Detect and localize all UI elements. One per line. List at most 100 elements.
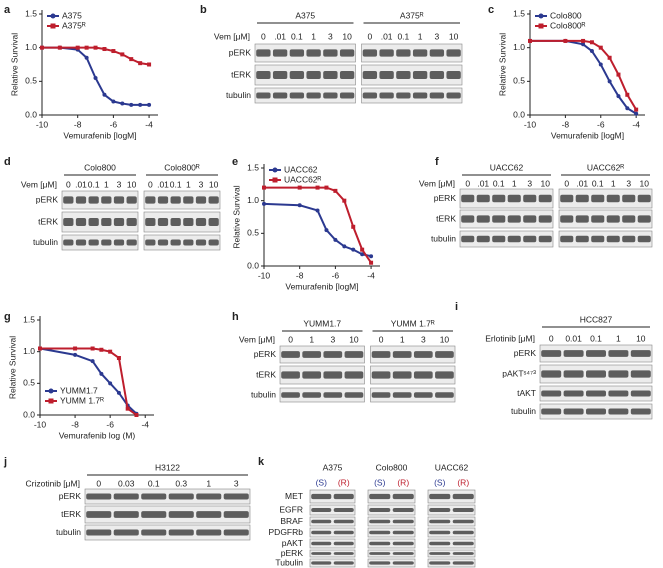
band (369, 493, 391, 500)
band (560, 235, 574, 243)
lane-label: .01 (274, 31, 286, 41)
lane-label: 10 (209, 179, 219, 189)
band (113, 218, 125, 226)
blot-frame (309, 489, 356, 504)
point (102, 47, 107, 52)
band (306, 49, 321, 57)
blot-frame (143, 234, 221, 251)
band (538, 235, 552, 243)
band (323, 49, 338, 57)
panel-letter: h (232, 311, 239, 323)
band (126, 218, 137, 226)
lane-label: 0.1 (88, 179, 100, 189)
band (113, 511, 139, 518)
blot-frame (143, 190, 221, 210)
lane-label: 3 (117, 179, 122, 189)
treatment-label: Crizotinib [μM] (26, 478, 81, 488)
row-label: pERK (254, 349, 277, 359)
lane-label: 0 (549, 333, 554, 343)
band (429, 508, 451, 512)
band (86, 493, 112, 500)
band (563, 408, 584, 415)
group-label: YUMM1.7 (303, 318, 341, 328)
band (412, 49, 428, 57)
lane-label: 10 (127, 179, 137, 189)
x-tick-label: -6 (106, 419, 114, 429)
lane-label: 10 (349, 334, 359, 344)
point (57, 45, 62, 50)
band (145, 218, 156, 226)
band (591, 194, 605, 203)
y-axis-label: Relative Survival (7, 336, 17, 399)
blot-frame (309, 504, 356, 516)
band (523, 194, 537, 203)
point (333, 237, 338, 242)
band (560, 215, 574, 223)
legend-label: Colo800ᴿ (550, 20, 586, 30)
row-label: tAKT (517, 388, 536, 398)
blot-frame (427, 516, 476, 527)
band (362, 92, 378, 99)
blot-frame (279, 345, 365, 364)
blot-frame (367, 516, 416, 527)
band (333, 541, 354, 546)
x-tick-label: -4 (632, 119, 640, 129)
blot-frame (61, 211, 139, 233)
band (608, 350, 629, 357)
band (538, 194, 552, 203)
band (183, 196, 194, 204)
band (196, 529, 222, 536)
group-label: Colo800 (84, 162, 116, 172)
y-tick-label: 0.0 (247, 260, 259, 270)
y-tick-label: 0.0 (23, 409, 35, 419)
band (608, 390, 629, 397)
band (560, 194, 574, 203)
band (575, 215, 589, 223)
point (528, 38, 532, 43)
point (84, 45, 89, 50)
band (523, 235, 537, 243)
y-tick-label: 1.0 (513, 42, 525, 52)
band (333, 552, 354, 555)
y-axis-label: Relative Survival (9, 33, 19, 96)
band (339, 71, 355, 79)
point (607, 79, 612, 84)
row-label: tERK (38, 216, 58, 226)
blot-frame (558, 230, 653, 248)
y-tick-label: 0.5 (25, 76, 37, 86)
fit-line (42, 46, 150, 66)
legend-label: YUMM1.7 (60, 385, 98, 395)
blot-frame (367, 558, 416, 568)
row-label: Tubulin (275, 557, 303, 567)
band (369, 530, 391, 535)
point (315, 185, 320, 190)
band (311, 530, 332, 535)
band (476, 215, 490, 223)
y-tick-label: 1.0 (23, 346, 35, 356)
blot-frame (367, 504, 416, 516)
band (392, 508, 414, 512)
lane-label: .01 (157, 179, 169, 189)
band (369, 541, 391, 546)
band (362, 71, 378, 79)
band (170, 239, 181, 246)
point (607, 55, 612, 60)
band (429, 530, 451, 535)
blot-frame (254, 64, 356, 86)
lane-label: 0 (148, 179, 153, 189)
band (507, 235, 521, 243)
row-label: EGFR (279, 504, 303, 514)
band (541, 408, 562, 415)
lane-label: 0 (465, 178, 470, 188)
blot-frame (427, 538, 476, 549)
blot-frame (361, 87, 463, 104)
point (598, 62, 603, 67)
band (311, 519, 332, 524)
treatment-label: Vem [μM] (239, 334, 275, 344)
group-label: Colo800 (376, 462, 408, 472)
point (111, 49, 116, 54)
band (591, 235, 605, 243)
panel-letter: j (3, 456, 7, 468)
point (125, 406, 130, 411)
band (371, 392, 391, 398)
